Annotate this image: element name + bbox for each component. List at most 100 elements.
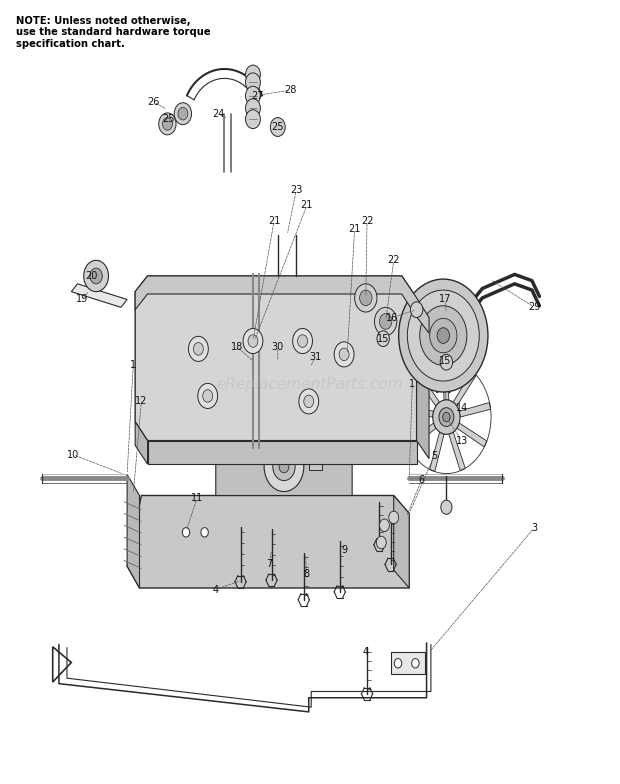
Circle shape <box>407 290 479 381</box>
Text: 4: 4 <box>213 585 219 594</box>
Text: 28: 28 <box>284 85 296 95</box>
Text: 10: 10 <box>67 450 79 459</box>
Circle shape <box>304 395 314 408</box>
Circle shape <box>379 314 392 329</box>
Polygon shape <box>216 448 352 495</box>
Circle shape <box>374 307 397 336</box>
Text: 3: 3 <box>531 523 538 532</box>
Polygon shape <box>443 361 449 400</box>
Text: 17: 17 <box>439 295 451 304</box>
Circle shape <box>437 328 450 343</box>
Circle shape <box>334 342 354 367</box>
Polygon shape <box>457 423 487 447</box>
Circle shape <box>443 412 450 422</box>
Text: 26: 26 <box>148 97 160 107</box>
Text: 22: 22 <box>388 256 400 265</box>
Text: 20: 20 <box>86 271 98 281</box>
Circle shape <box>198 383 218 408</box>
Circle shape <box>394 659 402 668</box>
Text: 31: 31 <box>309 352 321 361</box>
Polygon shape <box>417 298 429 459</box>
Text: 16: 16 <box>386 313 398 322</box>
Circle shape <box>203 390 213 402</box>
Circle shape <box>420 306 467 365</box>
Circle shape <box>298 335 308 347</box>
Circle shape <box>389 511 399 524</box>
Circle shape <box>299 389 319 414</box>
Text: 25: 25 <box>162 114 175 124</box>
Polygon shape <box>407 423 436 449</box>
Text: 30: 30 <box>272 342 284 351</box>
Circle shape <box>90 268 102 284</box>
Text: 1: 1 <box>130 360 136 369</box>
Polygon shape <box>135 422 148 464</box>
Circle shape <box>412 659 419 668</box>
Circle shape <box>188 336 208 361</box>
Text: 12: 12 <box>135 397 148 406</box>
Circle shape <box>159 113 176 135</box>
Circle shape <box>243 328 263 354</box>
Circle shape <box>246 99 260 118</box>
Text: 18: 18 <box>231 342 243 351</box>
Circle shape <box>246 86 260 105</box>
Text: 8: 8 <box>304 569 310 579</box>
Polygon shape <box>402 405 433 417</box>
Circle shape <box>379 519 389 532</box>
Circle shape <box>410 302 423 318</box>
Text: 11: 11 <box>191 493 203 503</box>
Polygon shape <box>127 495 409 588</box>
Circle shape <box>246 110 260 129</box>
Polygon shape <box>449 432 465 470</box>
Text: 4: 4 <box>363 648 369 657</box>
Polygon shape <box>71 284 127 307</box>
Text: NOTE: Unless noted otherwise,
use the standard hardware torque
specification cha: NOTE: Unless noted otherwise, use the st… <box>16 16 210 49</box>
Text: 14: 14 <box>456 403 468 412</box>
Text: 15: 15 <box>377 334 389 343</box>
Text: 23: 23 <box>290 185 303 194</box>
Text: 25: 25 <box>272 122 284 132</box>
Circle shape <box>430 318 457 353</box>
Circle shape <box>440 354 453 370</box>
Circle shape <box>273 452 295 481</box>
Text: 13: 13 <box>456 436 468 445</box>
Circle shape <box>376 536 386 549</box>
Circle shape <box>162 118 172 130</box>
Circle shape <box>270 118 285 136</box>
Circle shape <box>178 107 188 120</box>
Circle shape <box>399 279 488 392</box>
Circle shape <box>439 408 454 426</box>
Polygon shape <box>459 402 490 417</box>
Circle shape <box>248 335 258 347</box>
Polygon shape <box>135 276 429 333</box>
Polygon shape <box>453 371 476 406</box>
Circle shape <box>339 348 349 361</box>
Circle shape <box>355 284 377 312</box>
Polygon shape <box>148 441 417 464</box>
Text: 21: 21 <box>301 201 313 210</box>
Polygon shape <box>430 432 444 472</box>
Text: 29: 29 <box>528 303 541 312</box>
Circle shape <box>433 400 460 434</box>
Text: 1: 1 <box>409 379 415 389</box>
Circle shape <box>360 290 372 306</box>
Circle shape <box>246 65 260 84</box>
Text: 19: 19 <box>76 295 88 304</box>
Text: eReplacementParts.com: eReplacementParts.com <box>216 376 404 392</box>
Circle shape <box>201 528 208 537</box>
Circle shape <box>182 528 190 537</box>
Bar <box>391 652 425 674</box>
Text: 9: 9 <box>341 546 347 555</box>
Text: 15: 15 <box>439 356 451 365</box>
Polygon shape <box>415 372 440 406</box>
Circle shape <box>279 460 289 473</box>
Circle shape <box>377 331 389 347</box>
Polygon shape <box>135 276 417 441</box>
Circle shape <box>193 343 203 355</box>
Bar <box>177 524 214 541</box>
Text: 5: 5 <box>431 452 437 461</box>
Text: 21: 21 <box>268 216 280 226</box>
Circle shape <box>174 103 192 125</box>
Circle shape <box>246 73 260 92</box>
Circle shape <box>264 441 304 492</box>
Text: 27: 27 <box>251 91 264 100</box>
